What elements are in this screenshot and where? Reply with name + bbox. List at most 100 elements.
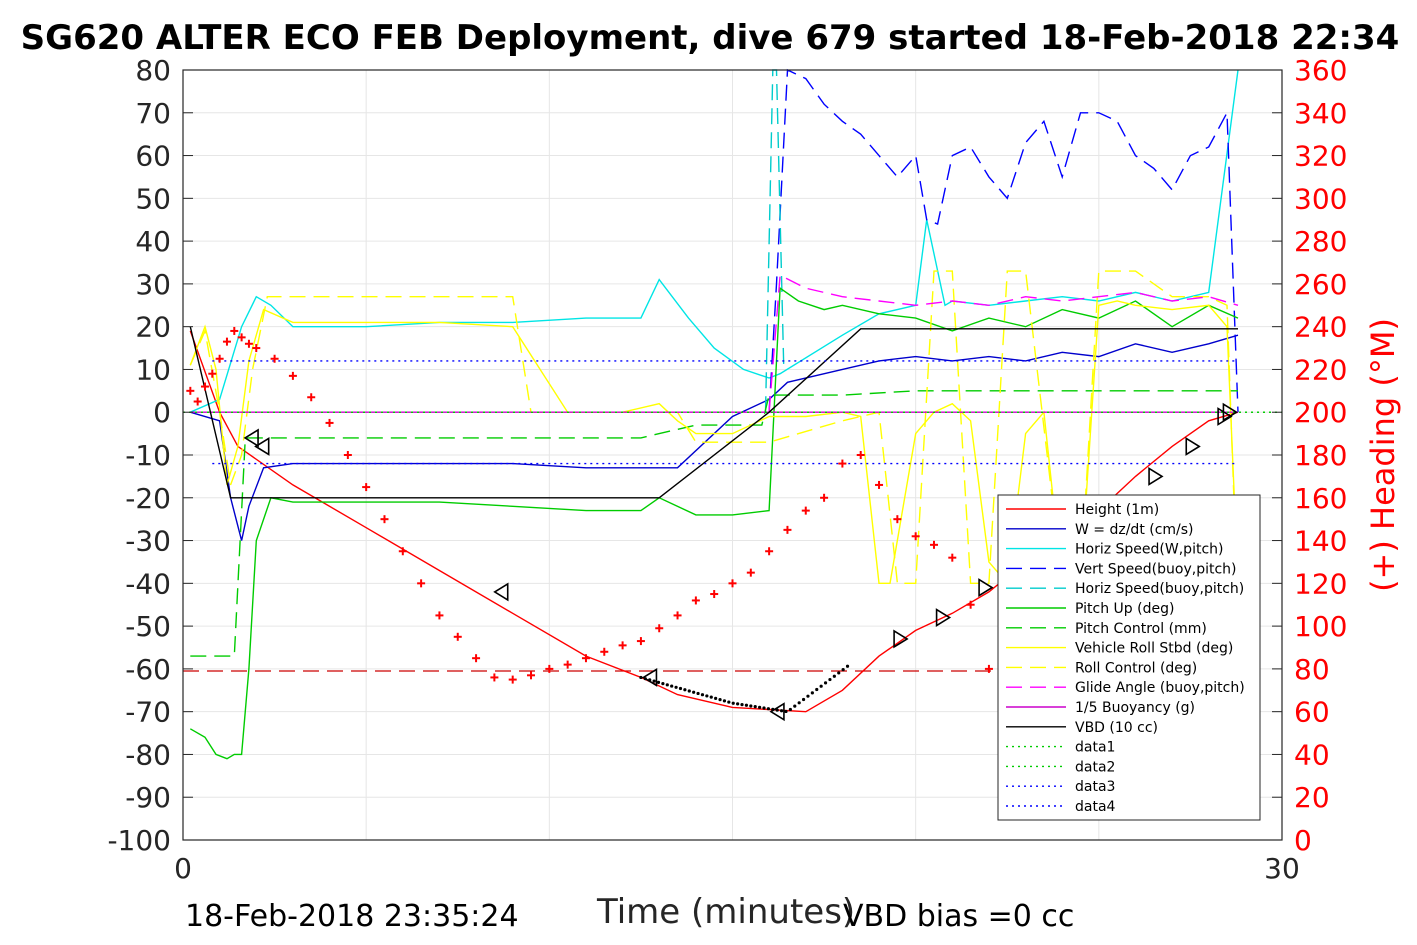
- y2-tick-label: 0: [1294, 824, 1312, 857]
- heading-point: [545, 664, 554, 673]
- heading-point: [186, 386, 195, 395]
- depth-sample-point: [775, 708, 779, 712]
- depth-sample-point: [678, 686, 683, 691]
- legend-label: VBD (10 cc): [1075, 720, 1158, 736]
- y2-tick-label: 160: [1294, 482, 1347, 515]
- series-layer: [183, 68, 1282, 760]
- heading-point: [966, 600, 975, 609]
- legend-label: W = dz/dt (cm/s): [1075, 522, 1194, 538]
- depth-sample-point: [639, 675, 643, 680]
- heading-point: [230, 326, 239, 335]
- legend: Height (1m) W = dz/dt (cm/s) Horiz Speed(W…: [997, 494, 1261, 821]
- legend-label: Horiz Speed(buoy,pitch): [1075, 581, 1244, 597]
- depth-sample-point: [819, 684, 823, 688]
- direction-triangle: [1217, 407, 1233, 426]
- depth-sample-point: [652, 679, 656, 683]
- heading-point: [362, 483, 371, 492]
- depth-sample-point: [845, 664, 850, 668]
- heading-point: [875, 480, 884, 489]
- depth-sample-point: [766, 707, 771, 711]
- direction-triangle: [493, 582, 509, 602]
- y2-tick-label: 80: [1294, 653, 1330, 686]
- heading-point: [288, 371, 297, 380]
- heading-point: [893, 515, 902, 524]
- y-tick-label: -10: [125, 439, 171, 472]
- y2-tick-label: 140: [1294, 525, 1347, 558]
- depth-sample-point: [806, 694, 810, 698]
- series-line-5: [189, 286, 1239, 760]
- y2-tick-label: 280: [1294, 225, 1347, 258]
- heading-point: [193, 397, 202, 406]
- series-line-8: [189, 270, 1239, 614]
- heading-point: [244, 339, 253, 348]
- series-line-2: [190, 69, 1239, 413]
- heading-point: [600, 647, 609, 656]
- y2-tick-label: 20: [1294, 781, 1330, 814]
- y-tick-label: 20: [135, 311, 171, 344]
- y-tick-label: -20: [125, 482, 171, 515]
- series-line-3: [768, 68, 1239, 413]
- depth-sample-point: [727, 700, 731, 704]
- depth-sample-point: [779, 709, 784, 713]
- heading-point: [673, 611, 682, 620]
- depth-sample-point: [801, 697, 806, 702]
- legend-label: Glide Angle (buoy,pitch): [1075, 680, 1245, 696]
- depth-sample-point: [692, 690, 696, 694]
- y-tick-label: -60: [125, 653, 171, 686]
- legend-label: Roll Control (deg): [1075, 660, 1197, 676]
- y2-tick-label: 60: [1294, 696, 1330, 729]
- heading-point: [490, 673, 499, 682]
- heading-point: [856, 451, 865, 459]
- heading-point: [237, 333, 246, 342]
- heading-point: [948, 553, 957, 562]
- direction-triangle: [243, 428, 259, 448]
- x-axis-label: Time (minutes): [597, 892, 856, 932]
- depth-sample-point: [731, 701, 735, 705]
- y-tick-label: 80: [135, 54, 171, 87]
- legend-label: data4: [1075, 799, 1116, 815]
- depth-sample-point: [683, 688, 687, 692]
- heading-point: [472, 654, 481, 663]
- heading-point: [435, 611, 444, 620]
- direction-triangle: [978, 578, 994, 598]
- depth-sample-point: [841, 667, 845, 672]
- heading-point: [380, 515, 389, 524]
- depth-sample-point: [828, 677, 832, 682]
- depth-sample-point: [788, 707, 792, 712]
- heading-point: [618, 641, 627, 650]
- depth-sample-point: [744, 703, 749, 707]
- heading-point: [911, 532, 920, 541]
- heading-point: [984, 664, 993, 673]
- footer-timestamp: 18-Feb-2018 23:35:24: [185, 899, 519, 934]
- series-line-11: [189, 326, 1238, 499]
- depth-sample-point: [797, 701, 801, 705]
- legend-label: 1/5 Buoyancy (g): [1075, 700, 1195, 716]
- y-tick-label: -50: [125, 610, 171, 643]
- depth-sample-point: [837, 671, 841, 675]
- heading-point: [655, 624, 664, 633]
- y2-tick-label: 240: [1294, 311, 1347, 344]
- heading-point: [691, 596, 700, 605]
- y2-tick-label: 340: [1294, 97, 1347, 130]
- heading-point: [222, 337, 231, 346]
- series-line-9: [768, 274, 1239, 413]
- direction-triangle: [935, 608, 952, 627]
- depth-sample-point: [762, 706, 766, 710]
- heading-point: [581, 654, 590, 663]
- depth-sample-point: [700, 693, 705, 697]
- heading-point: [252, 344, 261, 353]
- legend-label: Horiz Speed(W,pitch): [1075, 542, 1223, 558]
- heading-point: [929, 540, 938, 549]
- depth-sample-point: [696, 691, 700, 696]
- heading-point: [508, 675, 517, 684]
- depth-sample-point: [665, 683, 669, 687]
- depth-sample-point: [736, 702, 740, 706]
- direction-triangle: [1148, 466, 1164, 486]
- heading-point: [215, 354, 224, 363]
- x-tick-label: 0: [174, 852, 192, 885]
- heading-point: [746, 568, 755, 577]
- y-tick-label: 70: [135, 97, 171, 130]
- heading-point: [728, 579, 737, 588]
- depth-sample-point: [656, 680, 661, 684]
